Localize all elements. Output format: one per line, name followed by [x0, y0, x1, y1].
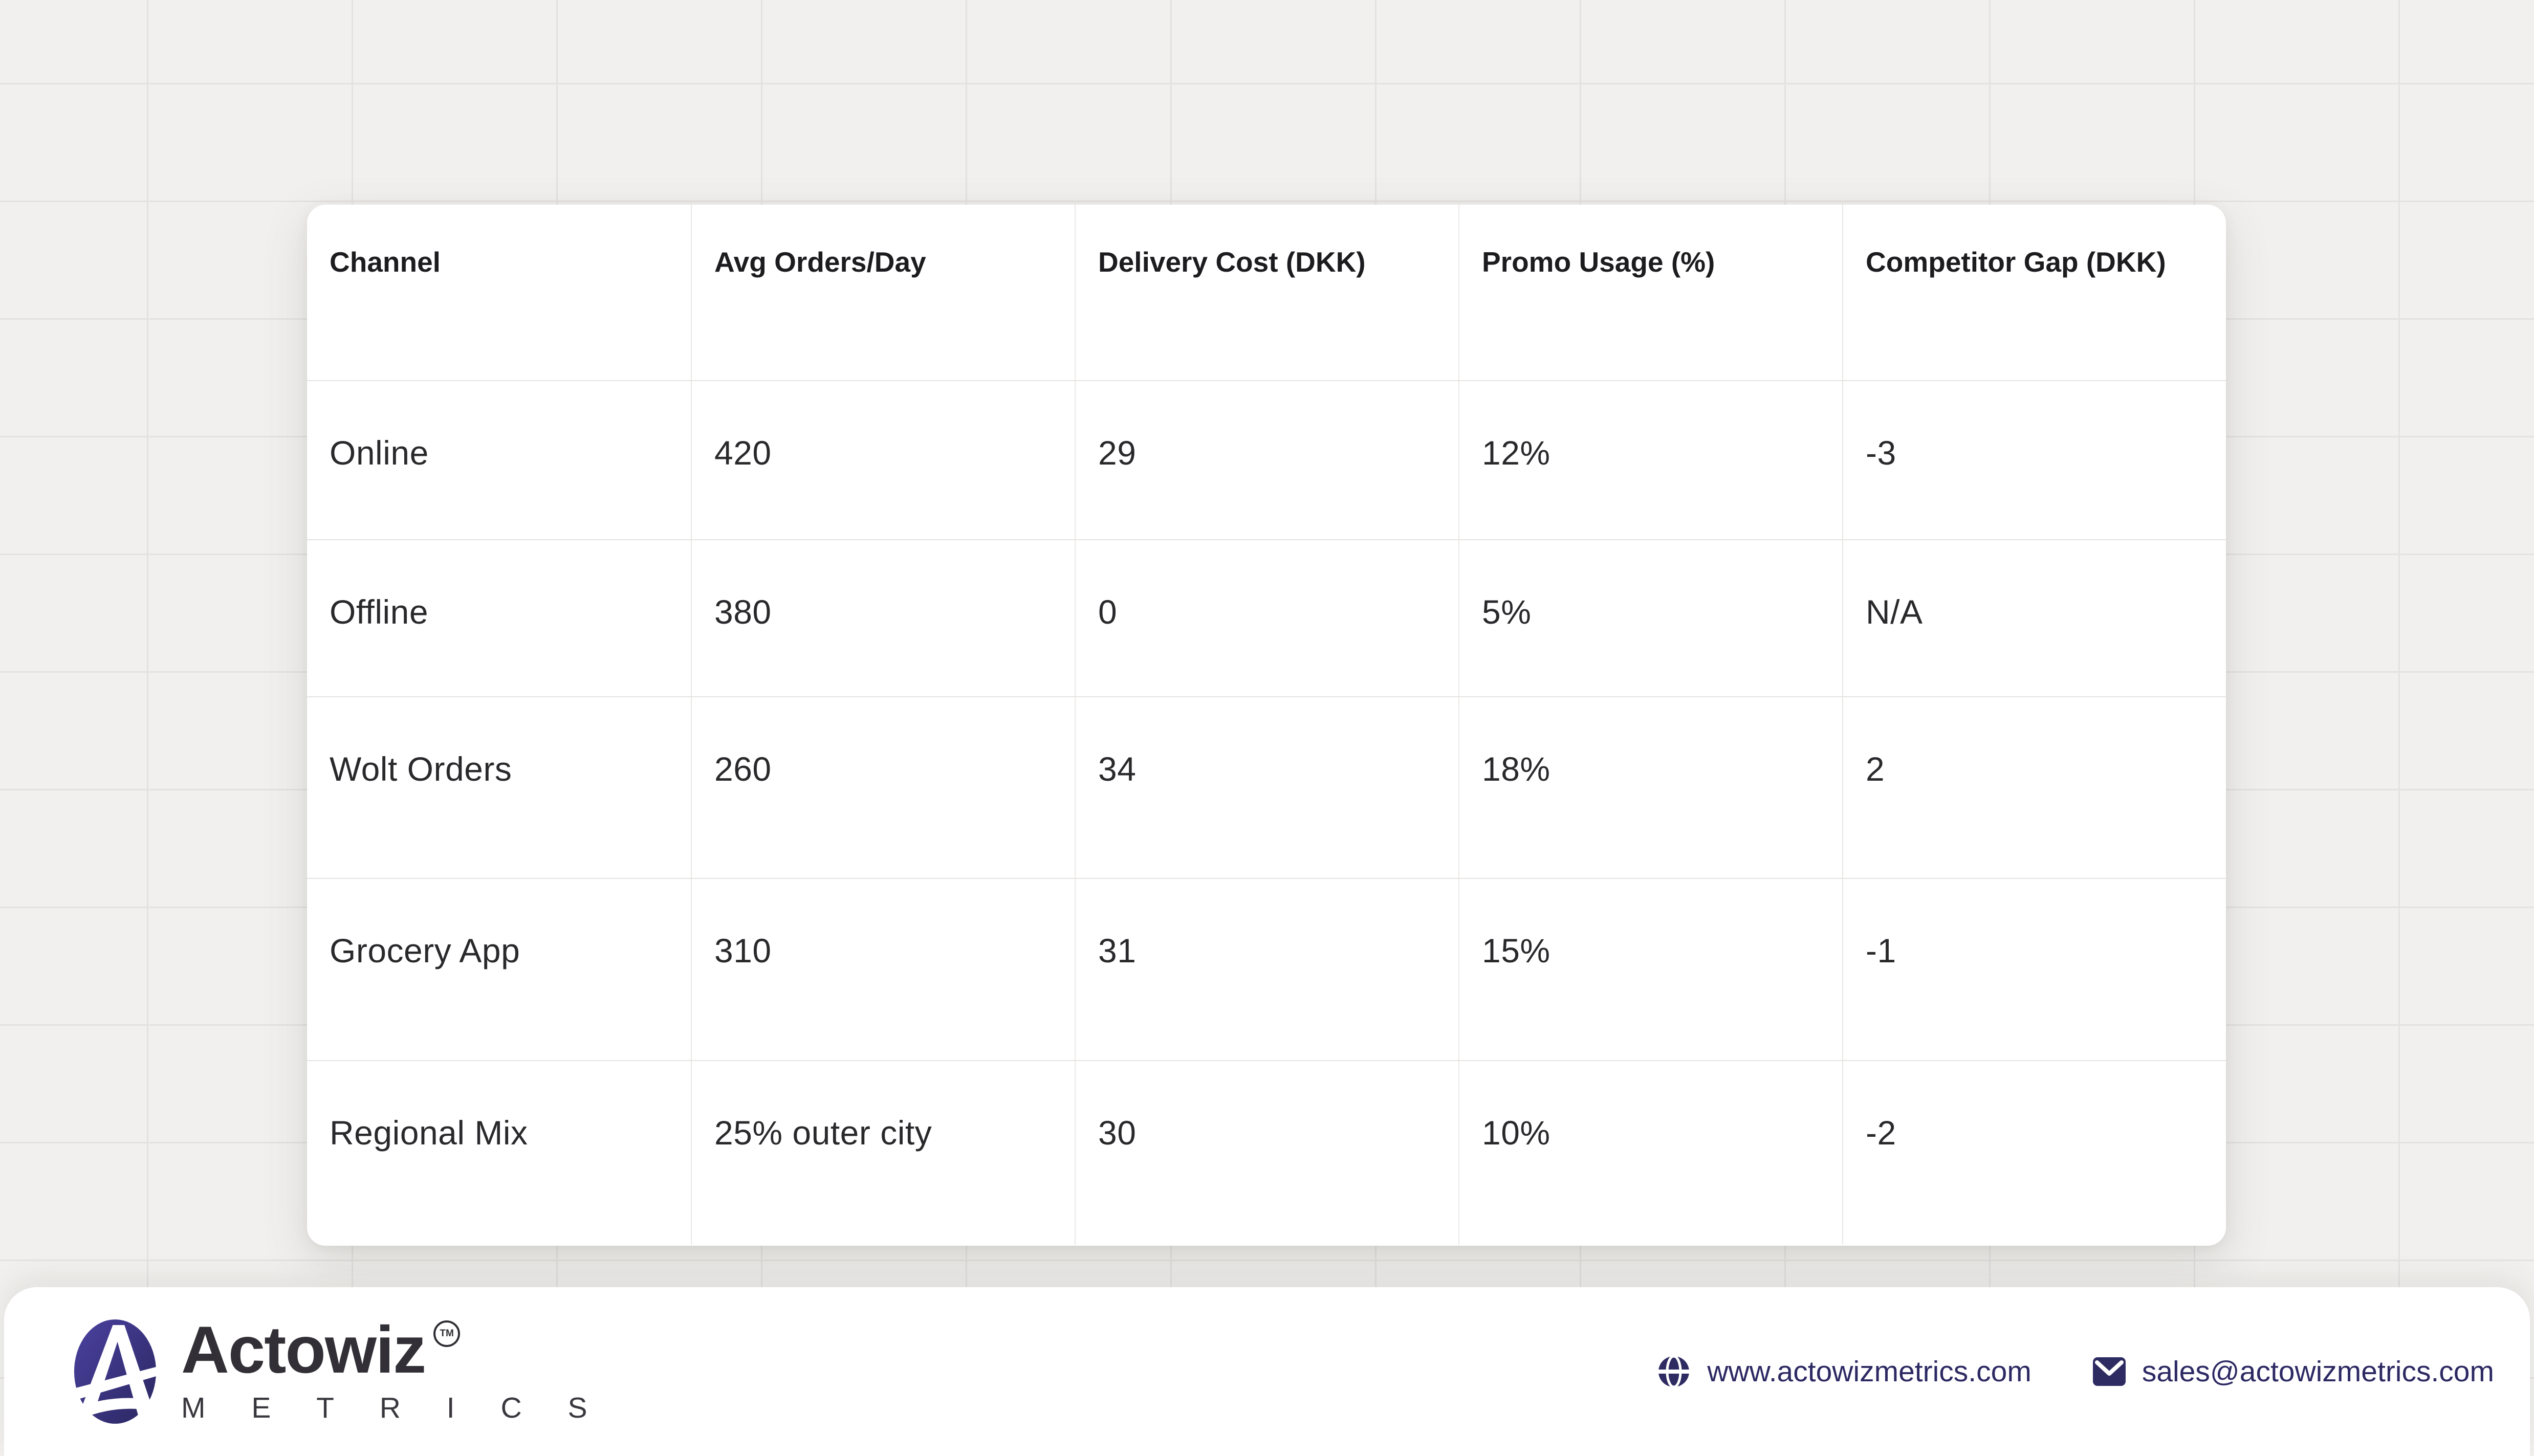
cell-promo-usage: 10%	[1458, 1061, 1842, 1245]
cell-promo-usage: 15%	[1458, 879, 1842, 1060]
email-text: sales@actowizmetrics.com	[2142, 1355, 2494, 1388]
cell-promo-usage: 5%	[1458, 540, 1842, 696]
footer-contacts: www.actowizmetrics.com sales@actowizmetr…	[1657, 1355, 2494, 1388]
brand-subtitle: M E T R I C S	[181, 1391, 606, 1424]
table-row: Wolt Orders 260 34 18% 2	[307, 696, 2226, 878]
cell-delivery-cost: 0	[1075, 540, 1458, 696]
trademark-icon: TM	[433, 1320, 461, 1348]
actowiz-logo-icon	[74, 1319, 162, 1424]
brand-text-block: Actowiz TM M E T R I C S	[181, 1312, 606, 1425]
cell-competitor-gap: -1	[1842, 879, 2226, 1060]
cell-delivery-cost: 34	[1075, 697, 1458, 878]
cell-delivery-cost: 31	[1075, 879, 1458, 1060]
mail-icon	[2092, 1357, 2126, 1386]
cell-channel: Regional Mix	[330, 1114, 528, 1152]
cell-promo-usage: 12%	[1458, 381, 1842, 539]
brand-block: Actowiz TM M E T R I C S	[69, 1312, 606, 1425]
cell-avg-orders: 380	[691, 540, 1075, 696]
column-header-promo-usage: Promo Usage (%)	[1458, 205, 1842, 380]
channel-metrics-table: Channel Avg Orders/Day Delivery Cost (DK…	[307, 205, 2226, 1246]
cell-channel: Offline	[330, 593, 429, 631]
table-row: Grocery App 310 31 15% -1	[307, 878, 2226, 1060]
cell-avg-orders: 260	[691, 697, 1075, 878]
cell-channel: Online	[330, 434, 429, 472]
column-header-channel: Channel	[330, 246, 441, 278]
footer-bar: Actowiz TM M E T R I C S www.actowizmetr…	[4, 1287, 2530, 1456]
website-text: www.actowizmetrics.com	[1707, 1355, 2031, 1388]
brand-name: Actowiz	[181, 1312, 426, 1387]
website-link[interactable]: www.actowizmetrics.com	[1657, 1355, 2031, 1388]
brand-name-row: Actowiz TM	[181, 1312, 606, 1387]
table-header-row: Channel Avg Orders/Day Delivery Cost (DK…	[307, 205, 2226, 380]
globe-icon	[1657, 1355, 1691, 1388]
table-row: Offline 380 0 5% N/A	[307, 539, 2226, 696]
column-header-delivery-cost: Delivery Cost (DKK)	[1075, 205, 1458, 380]
table-row: Regional Mix 25% outer city 30 10% -2	[307, 1060, 2226, 1245]
cell-promo-usage: 18%	[1458, 697, 1842, 878]
cell-channel: Grocery App	[330, 932, 520, 969]
cell-delivery-cost: 29	[1075, 381, 1458, 539]
cell-avg-orders: 420	[691, 381, 1075, 539]
cell-competitor-gap: -3	[1842, 381, 2226, 539]
email-link[interactable]: sales@actowizmetrics.com	[2092, 1355, 2494, 1388]
cell-competitor-gap: 2	[1842, 697, 2226, 878]
table-row: Online 420 29 12% -3	[307, 380, 2226, 539]
cell-avg-orders: 25% outer city	[691, 1061, 1075, 1245]
column-header-competitor-gap: Competitor Gap (DKK)	[1842, 205, 2226, 380]
cell-channel: Wolt Orders	[330, 750, 512, 788]
column-header-avg-orders: Avg Orders/Day	[691, 205, 1075, 380]
cell-competitor-gap: -2	[1842, 1061, 2226, 1245]
cell-avg-orders: 310	[691, 879, 1075, 1060]
cell-delivery-cost: 30	[1075, 1061, 1458, 1245]
cell-competitor-gap: N/A	[1842, 540, 2226, 696]
